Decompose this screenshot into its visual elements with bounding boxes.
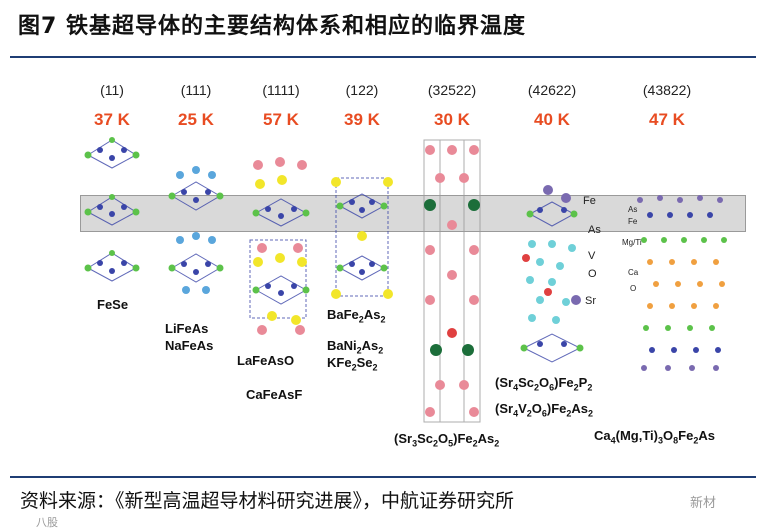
ca-mg-atoms [637, 195, 727, 371]
fe-atoms [97, 147, 567, 347]
fese-structure [87, 139, 137, 282]
atom-label-mgti: Mg/Ti [622, 238, 642, 247]
structure-code: (43822) [642, 82, 692, 98]
watermark-left: 八股 [36, 517, 58, 529]
critical-temperature: 47 K [649, 110, 685, 129]
as-atoms [84, 137, 584, 352]
critical-temperature: 40 K [534, 110, 570, 129]
formula-sr4v2o6: (Sr4V2O6)Fe2As2 [495, 401, 594, 419]
formula-sr4sc2o6: (Sr4Sc2O6)Fe2P2 [495, 375, 593, 393]
o-atoms [253, 175, 307, 325]
atom-label-sr: Sr [585, 295, 596, 307]
structure-code: (1111) [262, 82, 300, 98]
critical-temperature: 25 K [178, 110, 214, 129]
critical-temperature: 37 K [94, 110, 130, 129]
structure-code: (111) [180, 82, 212, 98]
atom-label-v: V [588, 250, 596, 262]
formula-kfe2se2: KFe2Se2 [327, 355, 378, 373]
column-43822: (43822) 47 K [643, 82, 691, 130]
bottom-rule [10, 476, 756, 478]
formula-lafeaso: LaFeAsO [237, 353, 295, 368]
source-note: 资料来源：《新型高温超导材料研究进展》，中航证券研究所 [20, 490, 515, 512]
column-111: (111) 25 K [178, 82, 214, 130]
sr-sc-atoms [424, 145, 480, 417]
formula-bani2as2: BaNi2As2 [327, 338, 384, 356]
formula-bafe2as2: BaFe2As2 [327, 307, 386, 325]
column-42622: (42622) 40 K [528, 82, 576, 130]
top-rule [10, 56, 756, 58]
column-1111: (1111) 57 K [262, 82, 299, 130]
formula-cafeasf: CaFeAsF [246, 387, 303, 402]
formula-sr3sc2o5: (Sr3Sc2O5)Fe2As2 [394, 431, 500, 449]
column-32522: (32522) 30 K [428, 82, 476, 130]
formula-fese: FeSe [97, 297, 129, 312]
critical-temperature: 57 K [263, 110, 299, 129]
atom-label-as: As [588, 224, 601, 236]
column-11: (11) 37 K [94, 82, 130, 130]
critical-temperature: 30 K [434, 110, 470, 129]
atom-label-fe-small: Fe [628, 217, 638, 226]
ba-atoms [331, 177, 393, 299]
formula-lifeas: LiFeAs [165, 321, 209, 336]
sr-v-atoms [522, 185, 581, 324]
li-atoms [176, 166, 216, 294]
atom-label-ca: Ca [628, 268, 639, 277]
la-atoms [253, 157, 307, 335]
formula-ca4mgti3o8: Ca4(Mg,Ti)3O8Fe2As [594, 428, 715, 446]
critical-temperature: 39 K [344, 110, 380, 129]
figure-title: 图7 铁基超导体的主要结构体系和相应的临界温度 [18, 14, 526, 39]
formula-nafeas: NaFeAs [165, 338, 214, 353]
column-122: (122) 39 K [344, 82, 380, 130]
structure-code: (122) [345, 82, 379, 98]
atom-label-o: O [588, 268, 597, 280]
watermark: 新材 [690, 495, 717, 510]
structure-code: (11) [100, 82, 124, 98]
structure-code: (42622) [527, 82, 577, 98]
atom-label-fe: Fe [583, 195, 596, 207]
feas-layer-band [80, 195, 746, 232]
atom-label-o-small: O [630, 284, 637, 293]
atom-label-as-small: As [628, 205, 638, 214]
structure-code: (32522) [427, 82, 477, 98]
